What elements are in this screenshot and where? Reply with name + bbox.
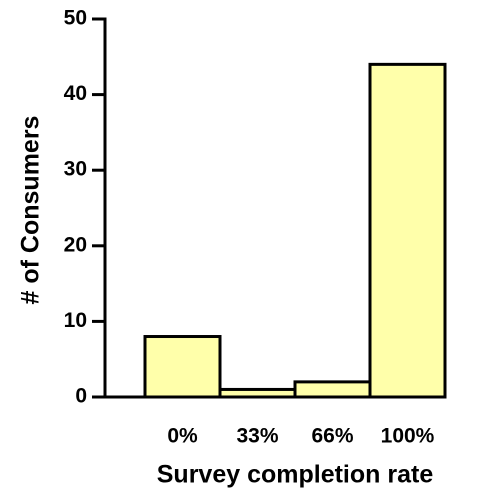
y-tick-label: 10 — [64, 309, 87, 332]
y-tick-label: 20 — [64, 233, 87, 256]
x-axis-title: Survey completion rate — [157, 461, 434, 489]
x-tick-label: 33% — [236, 425, 278, 448]
y-tick-label: 50 — [64, 7, 87, 30]
x-tick-label: 66% — [311, 425, 353, 448]
bar — [143, 335, 222, 399]
y-tick-label: 40 — [64, 82, 87, 105]
y-tick-label: 30 — [64, 158, 87, 181]
y-tick-label: 0 — [75, 385, 87, 408]
x-tick-label: 0% — [167, 425, 198, 448]
y-axis-title: # of Consumers — [17, 116, 45, 305]
bar — [293, 380, 372, 399]
x-tick-label: 100% — [381, 425, 435, 448]
bar — [368, 62, 447, 399]
